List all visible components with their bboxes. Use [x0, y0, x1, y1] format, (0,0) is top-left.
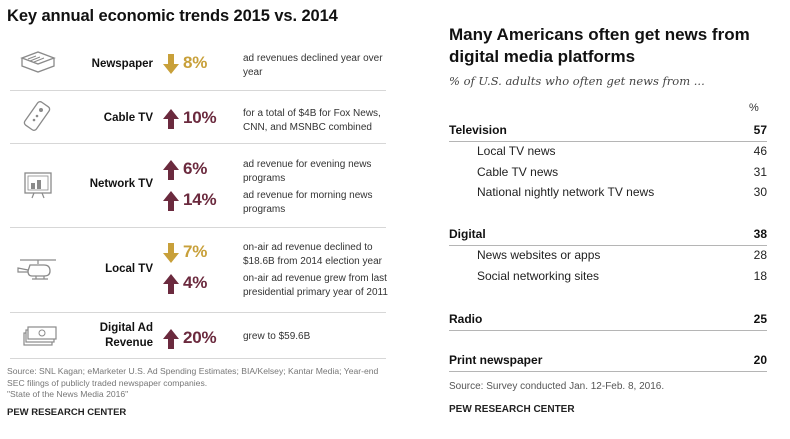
helicopter-icon: [17, 259, 56, 280]
row-label: Social networking sites: [477, 269, 600, 283]
trend-label: Network TV: [89, 178, 153, 190]
arrow-down-icon: [163, 54, 179, 74]
arrow-up-icon: [163, 160, 179, 180]
row-value: 30: [753, 185, 767, 199]
row-label: News websites or apps: [477, 248, 601, 262]
table-row: National nightly network TV news 30: [449, 185, 767, 203]
row-label: Print newspaper: [449, 353, 543, 367]
pew-credit: PEW RESEARCH CENTER: [7, 407, 127, 418]
arrow-up-icon: [163, 109, 179, 129]
trend-label-line: Revenue: [105, 337, 153, 349]
table-row: Cable TV news 31: [449, 165, 767, 183]
trend-percent: 8%: [183, 53, 208, 72]
trend-label: Digital Ad Revenue: [68, 321, 153, 351]
tv-icon: [24, 172, 52, 199]
source-note: Source: SNL Kagan; eMarketer U.S. Ad Spe…: [7, 366, 389, 401]
trend-stat: 10% for a total of $4B for Fox News, CNN…: [163, 107, 388, 141]
table-row: Digital 38: [449, 227, 767, 246]
arrow-up-icon: [163, 274, 179, 294]
trend-description: for a total of $4B for Fox News, CNN, an…: [243, 108, 381, 133]
table-row: Local TV news 46: [449, 144, 767, 162]
table-row: News websites or apps 28: [449, 248, 767, 266]
pew-credit: PEW RESEARCH CENTER: [449, 404, 575, 415]
trend-description: on-air ad revenue declined to $18.6B fro…: [243, 242, 382, 267]
row-value: 46: [753, 144, 767, 158]
table-row: Social networking sites 18: [449, 269, 767, 287]
row-value: 25: [753, 312, 767, 326]
row-label: Local TV news: [477, 144, 556, 158]
trend-stat: 6% ad revenue for evening news programs: [163, 158, 388, 192]
trend-stat: 8% ad revenues declined year over year: [163, 52, 388, 86]
row-value: 31: [753, 165, 767, 179]
trend-row-cable-tv: Cable TV 10% for a total of $4B for Fox …: [10, 91, 386, 144]
trend-stat: 4% on-air ad revenue grew from last pres…: [163, 272, 388, 306]
trend-description: ad revenue for evening news programs: [243, 159, 372, 184]
row-label: Television: [449, 123, 507, 137]
trend-row-newspaper: Newspaper 8% ad revenues declined year o…: [10, 38, 386, 91]
row-label: Digital: [449, 227, 486, 241]
trend-row-network-tv: Network TV 6% ad revenue for evening new…: [10, 144, 386, 228]
news-platforms-title: Many Americans often get news from digit…: [449, 25, 750, 66]
trend-row-digital-ad-revenue: Digital Ad Revenue 20% grew to $59.6B: [10, 313, 386, 359]
table-row: Radio 25: [449, 312, 767, 331]
table-row: Print newspaper 20: [449, 353, 767, 372]
source-text: "State of the News Media 2016": [7, 389, 129, 399]
source-text: Source: SNL Kagan; eMarketer U.S. Ad Spe…: [7, 366, 379, 388]
trend-percent: 10%: [183, 108, 217, 127]
trend-description: ad revenues declined year over year: [243, 53, 383, 78]
source-note: Source: Survey conducted Jan. 12-Feb. 8,…: [449, 381, 665, 392]
trend-stat: 20% grew to $59.6B: [163, 327, 388, 361]
row-label: Radio: [449, 312, 483, 326]
arrow-up-icon: [163, 329, 179, 349]
news-platforms-panel: Many Americans often get news from digit…: [446, 0, 776, 439]
row-value: 20: [753, 353, 767, 367]
trend-percent: 7%: [183, 242, 208, 261]
remote-control-icon: [23, 101, 51, 131]
news-platforms-subtitle: % of U.S. adults who often get news from…: [449, 74, 705, 88]
row-label: Cable TV news: [477, 165, 559, 179]
row-value: 38: [753, 227, 767, 241]
economic-trends-title: Key annual economic trends 2015 vs. 2014: [7, 7, 338, 25]
trend-percent: 4%: [183, 273, 208, 292]
trend-stat: 7% on-air ad revenue declined to $18.6B …: [163, 241, 388, 275]
trend-label-line: Digital Ad: [99, 322, 153, 334]
newspaper-icon: [20, 51, 56, 73]
trend-description: on-air ad revenue grew from last preside…: [243, 273, 388, 298]
row-label: National nightly network TV news: [477, 185, 655, 199]
money-icon: [23, 326, 57, 346]
arrow-up-icon: [163, 191, 179, 211]
trend-label: Local TV: [105, 263, 153, 275]
trend-percent: 20%: [183, 328, 217, 347]
trend-description: grew to $59.6B: [243, 331, 311, 342]
arrow-down-icon: [163, 243, 179, 263]
table-row: Television 57: [449, 123, 767, 142]
trend-percent: 14%: [183, 190, 217, 209]
trend-description: ad revenue for morning news programs: [243, 190, 373, 215]
row-value: 28: [753, 248, 767, 262]
row-value: 57: [753, 123, 767, 137]
row-value: 18: [753, 269, 767, 283]
trend-stat: 14% ad revenue for morning news programs: [163, 189, 388, 223]
trend-label: Newspaper: [91, 58, 153, 70]
trend-label: Cable TV: [103, 112, 153, 124]
trend-row-local-tv: Local TV 7% on-air ad revenue declined t…: [10, 228, 388, 313]
percent-header: %: [749, 102, 759, 114]
economic-trends-panel: Key annual economic trends 2015 vs. 2014…: [0, 0, 392, 439]
trend-percent: 6%: [183, 159, 208, 178]
